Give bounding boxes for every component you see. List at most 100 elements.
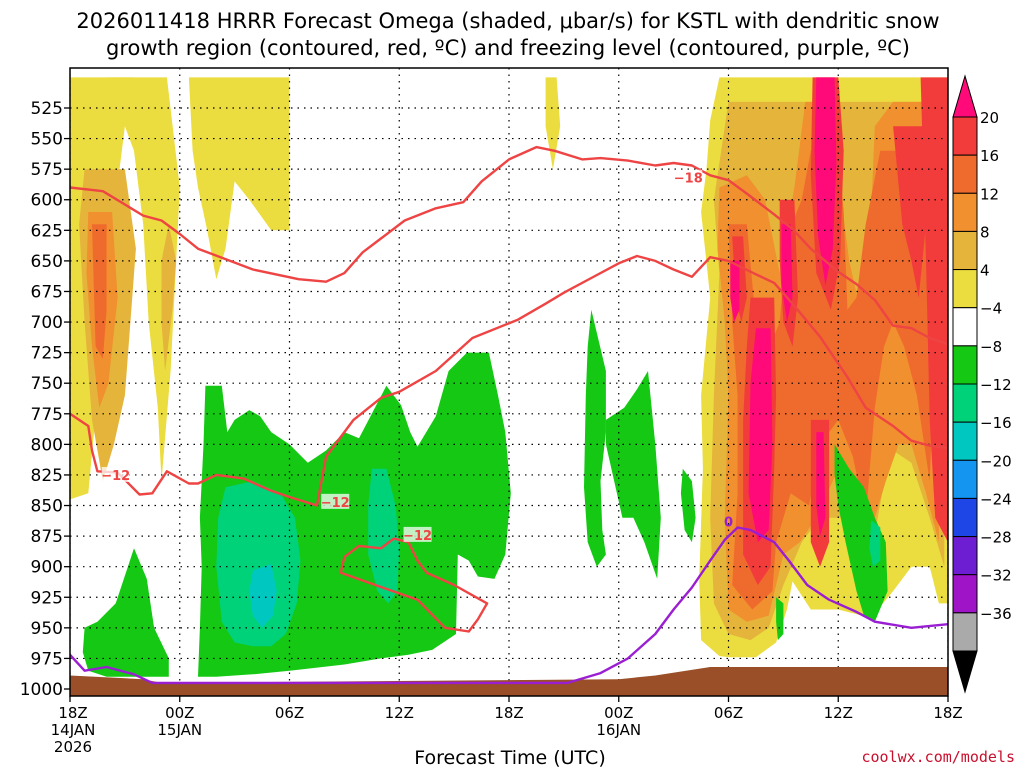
dgz-label-0: −12 <box>101 469 130 484</box>
y-tick-label-550: 550 <box>31 130 63 150</box>
colorbar-swatch-4 <box>952 230 978 271</box>
colorbar-swatch-8 <box>952 383 978 423</box>
y-tick-label-900: 900 <box>31 558 63 578</box>
x-tick-label-6-0: 00Z <box>165 704 194 722</box>
omega-region-p16-11 <box>728 150 936 610</box>
omega-region-n8-32 <box>368 468 400 604</box>
colorbar-bottom-arrow <box>952 650 978 694</box>
colorbar-label-0: 20 <box>980 109 999 127</box>
dgz_upper-contour <box>70 145 948 346</box>
x-tick-label-24-0: 18Z <box>494 704 523 722</box>
omega-region-p24-19 <box>730 260 740 323</box>
colorbar-top-arrow <box>952 74 978 118</box>
colorbar-label-9: −20 <box>980 452 1012 470</box>
dgz-label-bg-2 <box>403 526 432 542</box>
colorbar-swatch-12 <box>952 536 978 576</box>
y-tick-label-650: 650 <box>31 252 63 272</box>
ground-shape <box>70 667 948 696</box>
colorbar-label-11: −28 <box>980 529 1012 547</box>
omega-region-n4-29 <box>776 597 784 641</box>
dgz-label-3: −18 <box>674 172 703 187</box>
colorbar-label-1: 16 <box>980 147 999 165</box>
y-tick-label-950: 950 <box>31 619 63 639</box>
colorbar-swatch-3 <box>952 192 978 232</box>
chart-title-line2: growth region (contoured, red, ºC) and f… <box>106 36 910 60</box>
y-axis: 525 550 575 600 625 650 675 700 725 750 775 800 825 8… <box>20 99 70 700</box>
gridlines <box>70 68 948 696</box>
omega-region-p8-6 <box>161 224 177 371</box>
omega-region-p24-21 <box>781 224 793 323</box>
colorbar-label-3: 8 <box>980 223 990 241</box>
colorbar-swatch-10 <box>952 459 978 499</box>
colorbar-swatch-7 <box>952 345 978 385</box>
y-tick-label-625: 625 <box>31 221 63 241</box>
dgz-label-2: −12 <box>403 529 432 544</box>
credit-label[interactable]: coolwx.com/models <box>861 748 1015 766</box>
y-tick-label-875: 875 <box>31 527 63 547</box>
omega-region-n4-30 <box>834 444 888 622</box>
x-tick-label-48-0: 18Z <box>933 704 962 722</box>
y-tick-label-775: 775 <box>31 405 63 425</box>
omega-shading <box>70 77 948 677</box>
omega-region-p4-2 <box>106 77 134 115</box>
colorbar-swatch-1 <box>952 116 978 156</box>
x-tick-label-36-0: 06Z <box>714 704 743 722</box>
y-tick-label-800: 800 <box>31 435 63 455</box>
colorbar-swatch-9 <box>952 421 978 461</box>
omega-region-p24-23 <box>816 432 826 537</box>
x-tick-label-30-0: 00Z <box>604 704 633 722</box>
omega-region-p24-20 <box>748 328 773 543</box>
omega-region-p20-18 <box>920 77 948 543</box>
x-tick-label-18-0: 12Z <box>385 704 414 722</box>
x-axis-label: Forecast Time (UTC) <box>414 747 605 768</box>
colorbar-swatch-14 <box>952 612 978 652</box>
contour-lines: −12 −12 −12 −18 0 <box>70 145 948 685</box>
colorbar-label-10: −24 <box>980 490 1012 508</box>
omega-region-p16-10 <box>92 224 107 359</box>
ground-surface <box>70 667 948 696</box>
colorbar-label-13: −36 <box>980 605 1012 623</box>
colorbar-label-4: 4 <box>980 262 990 280</box>
x-tick-label-30-1: 16JAN <box>596 721 641 739</box>
x-tick-label-12-0: 06Z <box>275 704 304 722</box>
omega-region-n8-33 <box>869 520 881 567</box>
colorbar-swatch-13 <box>952 574 978 614</box>
y-tick-label-1000: 1000 <box>20 680 63 700</box>
y-tick-label-825: 825 <box>31 466 63 486</box>
colorbar-label-12: −32 <box>980 567 1012 585</box>
colorbar-swatch-6 <box>952 307 978 347</box>
freezing-level-label: 0 <box>724 515 733 530</box>
x-tick-label-0-0: 18Z <box>58 704 87 722</box>
omega-region-n4-27 <box>605 371 661 579</box>
colorbar-label-7: −12 <box>980 376 1012 394</box>
y-tick-label-675: 675 <box>31 282 63 302</box>
omega-region-p4-1 <box>188 77 290 280</box>
y-tick-label-700: 700 <box>31 313 63 333</box>
omega-region-p24-22 <box>814 77 837 286</box>
x-tick-label-0-1: 14JAN <box>51 721 96 739</box>
omega-region-n8-31 <box>216 481 301 647</box>
colorbar-swatch-2 <box>952 154 978 194</box>
colorbar-label-6: −8 <box>980 338 1002 356</box>
dgz-label-1: −12 <box>321 496 350 511</box>
dgz_lower-contour <box>70 254 948 507</box>
y-tick-label-975: 975 <box>31 649 63 669</box>
dgz-label-bg-0 <box>101 466 130 482</box>
colorbar-swatch-11 <box>952 497 978 538</box>
y-tick-label-725: 725 <box>31 344 63 364</box>
omega-region-n12-34 <box>249 564 277 628</box>
freezing_level-contour <box>70 526 948 685</box>
colorbar: 20 16 12 8 4 −4 −8 −12 −16 −20 −24 −28 −32 −36 <box>952 74 1012 694</box>
dgz_pocket-contour <box>339 537 489 633</box>
x-tick-label-6-1: 15JAN <box>157 721 202 739</box>
y-tick-label-850: 850 <box>31 497 63 517</box>
dgz-label-bg-3 <box>674 169 703 185</box>
colorbar-label-2: 12 <box>980 185 999 203</box>
dgz-label-bg-1 <box>321 493 350 509</box>
y-tick-label-600: 600 <box>31 191 63 211</box>
x-tick-label-0-2: 2026 <box>54 738 92 756</box>
y-tick-label-525: 525 <box>31 99 63 119</box>
colorbar-label-8: −16 <box>980 414 1012 432</box>
